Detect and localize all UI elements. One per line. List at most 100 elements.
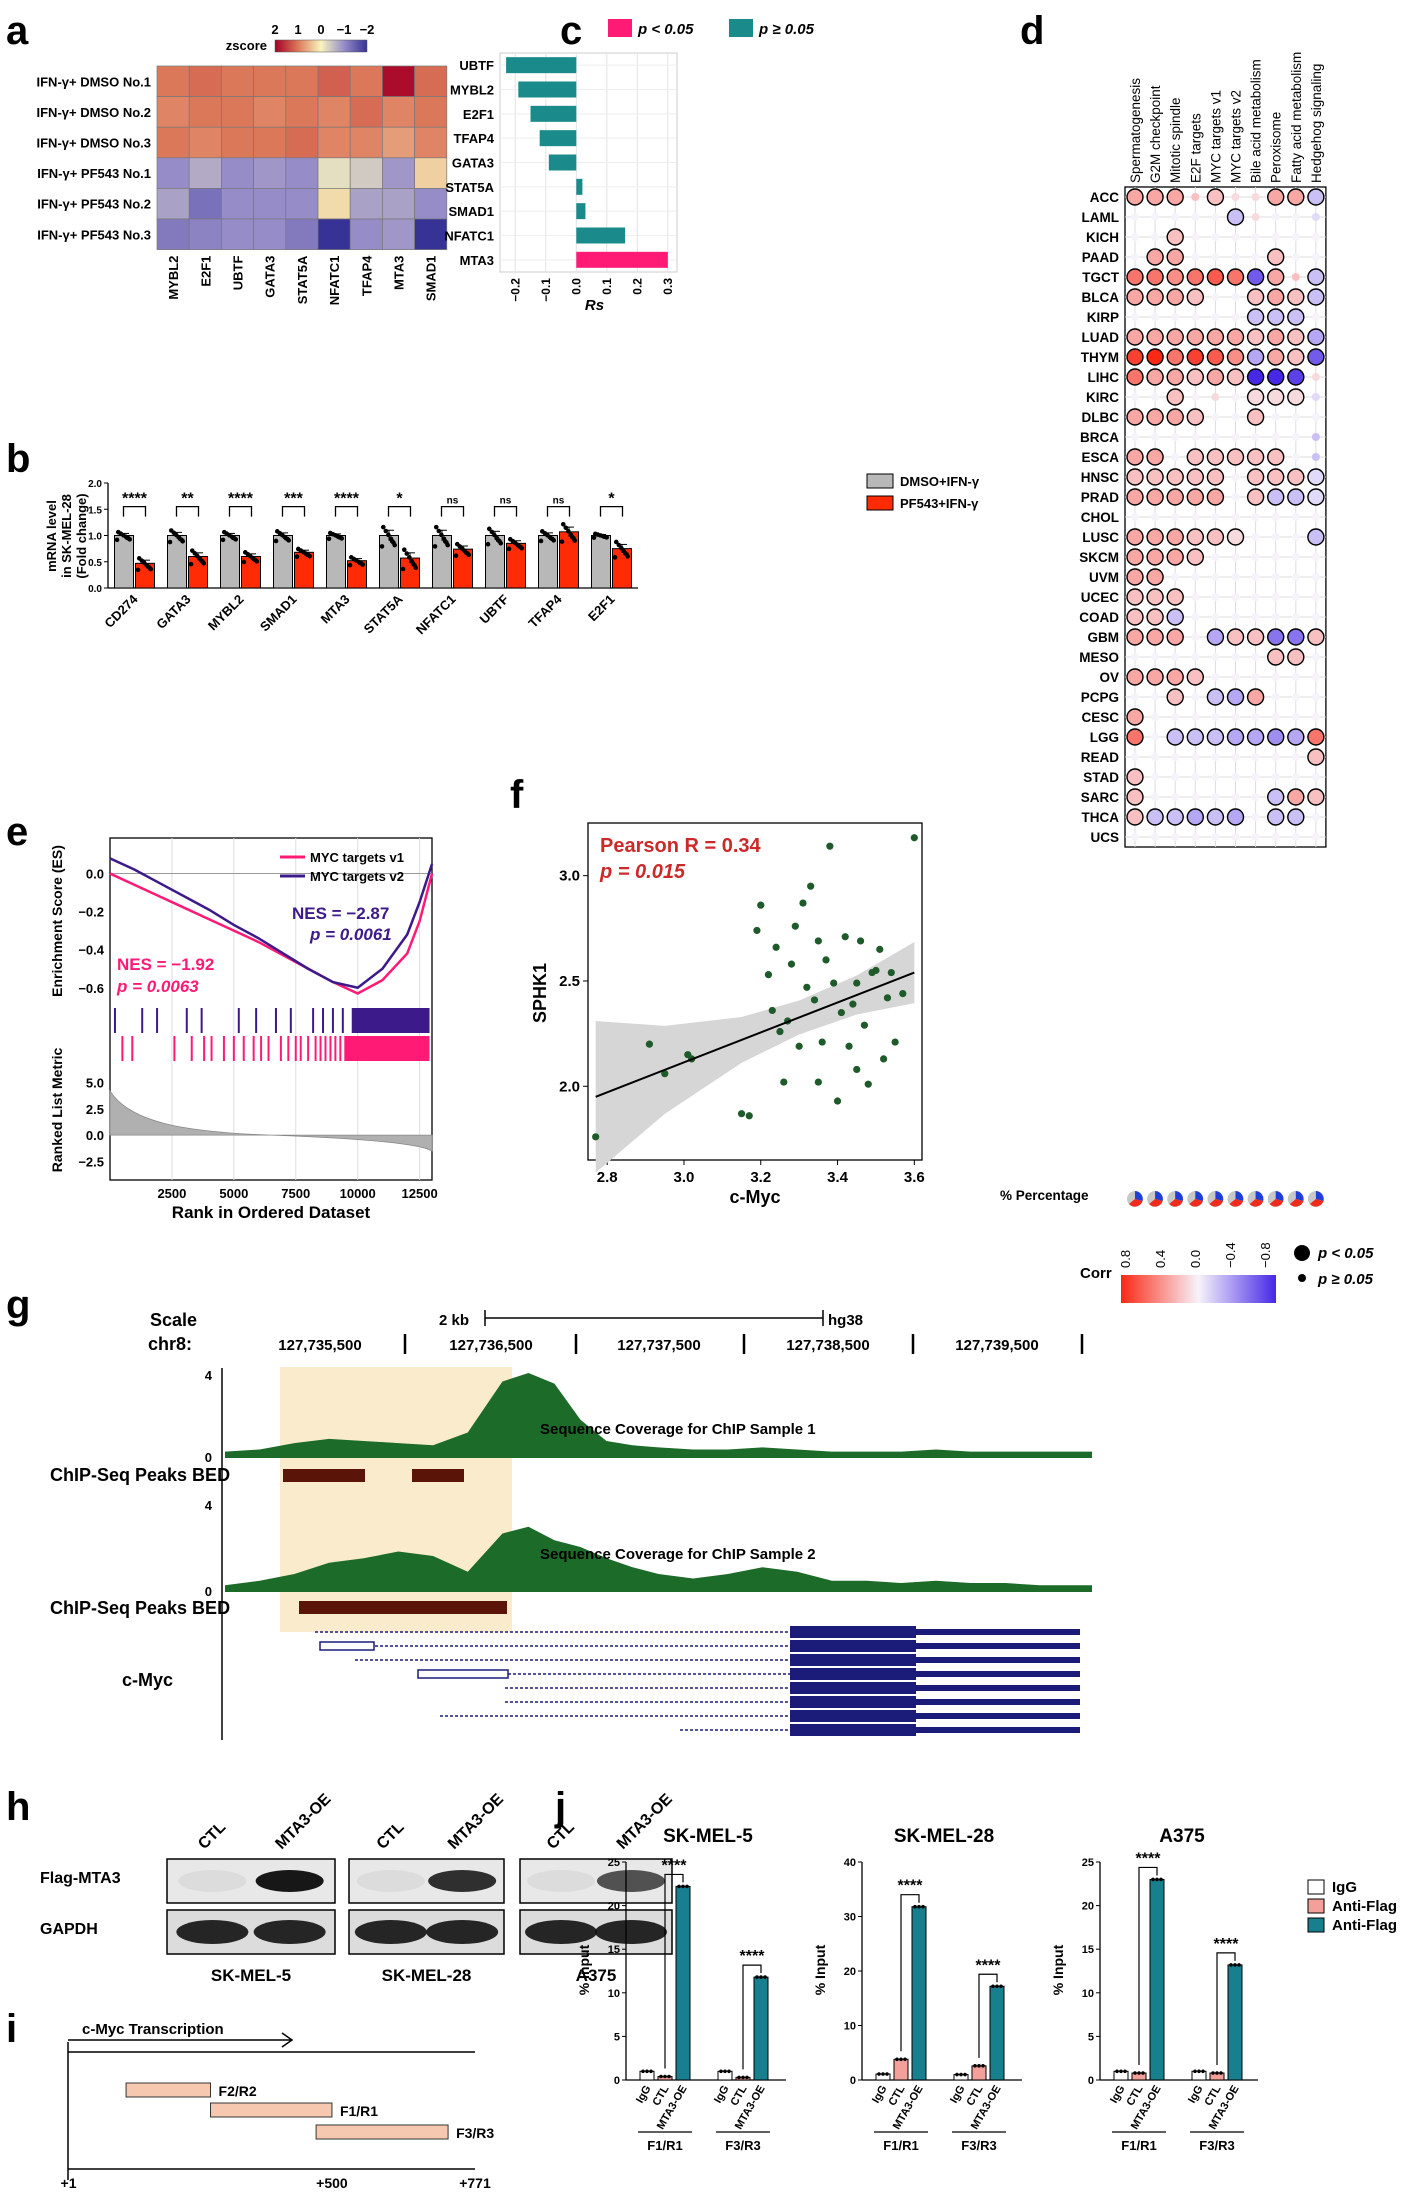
d-dot bbox=[1311, 253, 1320, 261]
j-sig-bracket bbox=[1216, 1952, 1236, 2066]
d-dot bbox=[1171, 313, 1180, 321]
d-dot bbox=[1211, 613, 1220, 621]
d-dot bbox=[1151, 233, 1160, 241]
h-band-gapdh bbox=[253, 1920, 326, 1944]
size-legend-label: p ≥ 0.05 bbox=[1317, 1271, 1374, 1288]
f-point bbox=[910, 834, 918, 842]
d-dot bbox=[1146, 808, 1164, 826]
d-col-label: Mitotic spindle bbox=[1168, 97, 1183, 183]
d-dot bbox=[1211, 513, 1220, 521]
j-bar bbox=[893, 2058, 909, 2081]
d-pie-slice bbox=[1149, 1199, 1163, 1207]
size-legend-small bbox=[1298, 1274, 1306, 1282]
d-dot bbox=[1211, 573, 1220, 581]
b-point bbox=[591, 535, 597, 540]
b-bar bbox=[591, 535, 611, 589]
b-significance: ns bbox=[553, 496, 565, 507]
g-peaks-label: ChIP-Seq Peaks BED bbox=[50, 1465, 230, 1485]
d-dot bbox=[1206, 268, 1225, 286]
b-y-axis-label: (Fold change) bbox=[74, 493, 89, 578]
e-x-tick-label: 12500 bbox=[402, 1186, 438, 1201]
j-point bbox=[963, 2072, 967, 2077]
d-dot bbox=[1271, 613, 1280, 621]
d-dot bbox=[1151, 693, 1160, 701]
b-point bbox=[273, 538, 279, 544]
corr-tick: −0.8 bbox=[1258, 1242, 1273, 1268]
d-dot bbox=[1146, 448, 1164, 466]
d-dot bbox=[1146, 408, 1164, 426]
j-point bbox=[999, 1984, 1003, 1989]
g-gene-label: c-Myc bbox=[122, 1670, 173, 1690]
d-pie-slice bbox=[1135, 1191, 1143, 1201]
d-dot bbox=[1211, 233, 1220, 241]
f-point bbox=[899, 990, 907, 998]
f-point bbox=[876, 945, 884, 953]
d-dot bbox=[1271, 433, 1280, 441]
heatmap-cell bbox=[156, 126, 190, 159]
d-dot bbox=[1226, 348, 1245, 366]
d-dot bbox=[1186, 468, 1205, 486]
i-primer-box bbox=[315, 2124, 449, 2140]
g-utr bbox=[916, 1699, 1080, 1705]
b-point bbox=[433, 524, 439, 530]
heatmap-cell bbox=[253, 96, 287, 128]
f-point bbox=[776, 1027, 784, 1036]
d-dot bbox=[1166, 588, 1184, 606]
heatmap-cell bbox=[349, 218, 383, 250]
heatmap-cell bbox=[188, 96, 222, 128]
j-bar bbox=[1227, 1964, 1243, 2081]
d-dot bbox=[1266, 348, 1285, 366]
b-point bbox=[383, 528, 389, 534]
heatmap-row-label: IFN-γ+ DMSO No.3 bbox=[37, 136, 152, 151]
j-point bbox=[645, 2069, 649, 2074]
d-dot bbox=[1246, 628, 1265, 646]
d-dot bbox=[1226, 328, 1245, 346]
d-dot bbox=[1231, 513, 1240, 521]
heatmap-cell bbox=[349, 157, 383, 189]
heatmap-cell bbox=[253, 126, 287, 159]
d-dot bbox=[1251, 753, 1260, 761]
f-point bbox=[787, 960, 796, 968]
b-point bbox=[167, 539, 173, 545]
d-dot bbox=[1166, 488, 1184, 506]
d-dot bbox=[1311, 313, 1320, 321]
b-x-tick-label: SMAD1 bbox=[257, 592, 300, 635]
b-point bbox=[114, 537, 120, 543]
d-dot bbox=[1271, 673, 1280, 681]
heatmap-cell bbox=[188, 188, 222, 220]
d-dot bbox=[1186, 288, 1205, 306]
b-x-tick-label: GATA3 bbox=[153, 592, 193, 632]
d-dot bbox=[1191, 573, 1200, 581]
d-dot bbox=[1287, 368, 1305, 386]
d-dot bbox=[1166, 268, 1184, 286]
corr-tick: 0.8 bbox=[1118, 1250, 1133, 1268]
h-band-flag bbox=[255, 1870, 324, 1892]
e-x-axis-label: Rank in Ordered Dataset bbox=[172, 1203, 371, 1222]
corr-tick: 0.4 bbox=[1153, 1250, 1168, 1268]
heatmap-col-label: UBTF bbox=[231, 256, 246, 291]
d-dot bbox=[1151, 313, 1160, 321]
g-peaks-label: ChIP-Seq Peaks BED bbox=[50, 1598, 230, 1618]
c-bar bbox=[530, 105, 577, 122]
d-dot bbox=[1146, 588, 1164, 606]
d-dot bbox=[1231, 833, 1240, 841]
heatmap-cell bbox=[285, 126, 319, 159]
heatmap-cell bbox=[253, 218, 287, 250]
d-dot bbox=[1151, 753, 1160, 761]
j-point bbox=[1229, 1963, 1233, 1967]
i-axis-label: +771 bbox=[459, 2175, 491, 2191]
h-lane-label: MTA3-OE bbox=[445, 1791, 507, 1853]
b-point bbox=[242, 550, 248, 555]
b-point bbox=[274, 529, 280, 534]
e-x-tick-label: 10000 bbox=[340, 1186, 376, 1201]
b-bar bbox=[220, 535, 240, 589]
d-pie-slice bbox=[1169, 1199, 1183, 1207]
j-legend-label: Anti-Flag bbox=[1332, 1917, 1397, 1934]
e-es-tick-label: −0.6 bbox=[78, 981, 104, 996]
b-point bbox=[572, 538, 578, 543]
d-dot bbox=[1251, 713, 1260, 721]
d-dot bbox=[1151, 653, 1160, 661]
d-dot bbox=[1151, 793, 1160, 801]
f-point bbox=[856, 937, 865, 945]
